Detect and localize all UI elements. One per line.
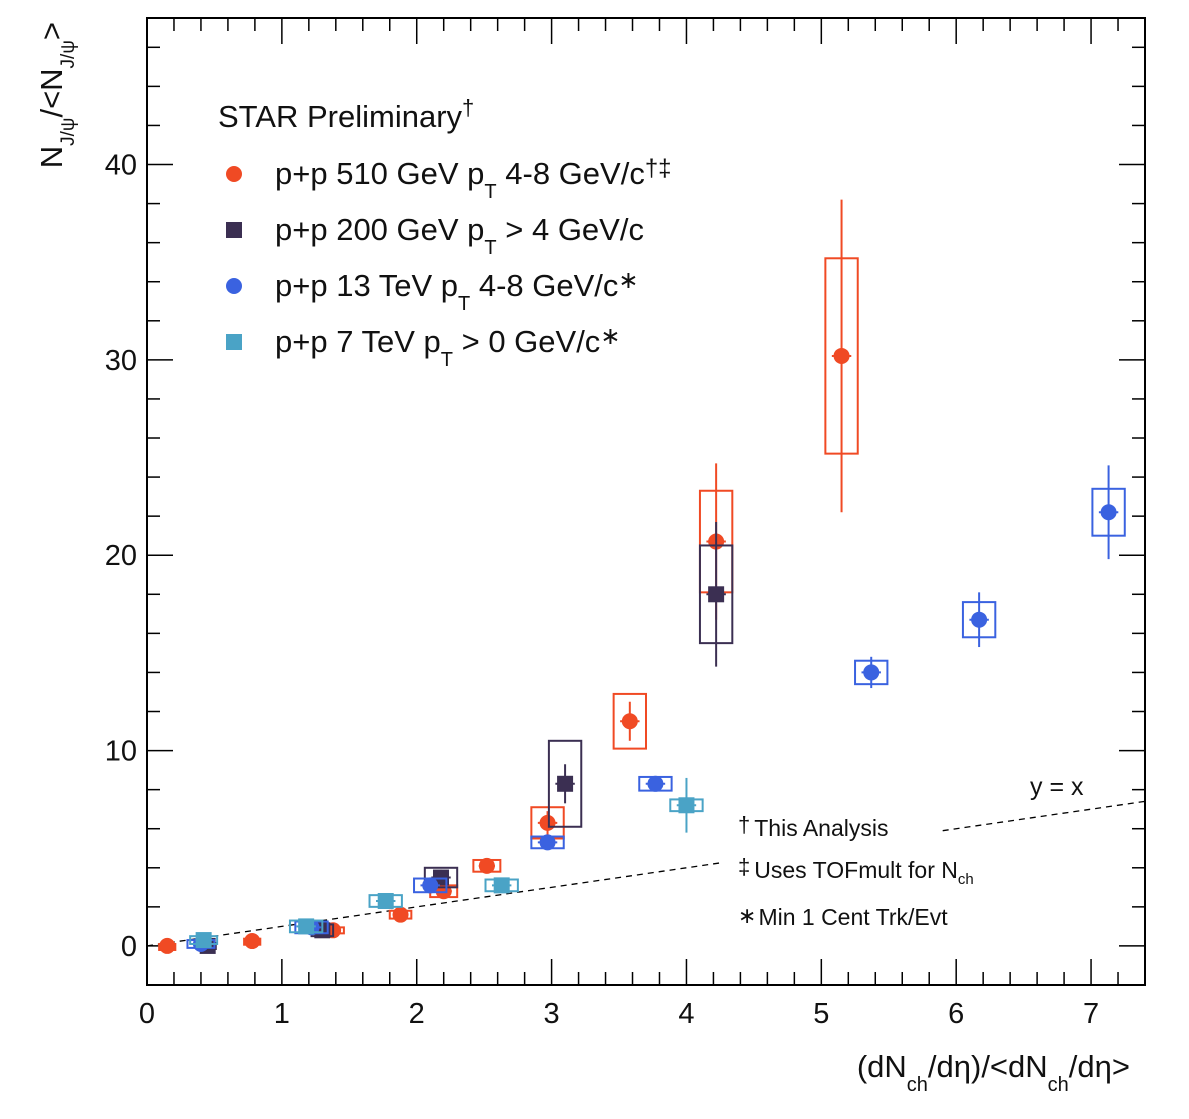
legend-marker [226,278,242,294]
systematic-box [698,544,734,645]
systematic-box [1091,487,1126,537]
data-points [158,199,1126,954]
legend-label: p+p 13 TeV pT 4-8 GeV/c∗ [275,267,639,315]
data-point [493,877,510,894]
systematic-box [854,659,889,686]
data-point [377,892,394,909]
y-axis-label: NJ/ψ/<NJ/ψ> [34,22,79,168]
reference-line-group: y = x [146,773,1146,947]
x-tick-label: 0 [139,998,155,1030]
notes: † This Analysis ‡ Uses TOFmult for Nch ∗Mi… [738,812,974,930]
systematic-box [961,601,997,639]
legend-label: p+p 200 GeV pT > 4 GeV/c [275,212,644,259]
x-tick-label: 4 [678,998,694,1030]
reference-line-y-equals-x-right [942,800,1146,832]
plot-frame [146,17,1146,986]
legend-marker [226,166,242,182]
data-point [159,937,176,954]
chart-header-text: STAR Preliminary [218,99,463,134]
note-sub: ch [958,871,974,888]
data-point [621,713,638,730]
series-pp13 [186,465,1126,952]
data-point [1100,504,1117,521]
x-tick-label: 5 [813,998,829,1030]
x-tick-label: 3 [544,998,560,1030]
reference-line-label: y = x [1030,773,1084,801]
note-tofmult: ‡ Uses TOFmult for Nch [738,854,974,888]
y-tick-label: 30 [105,345,137,377]
data-point [422,877,439,894]
note-symbol: ‡ [738,854,750,879]
axes: 0 1 2 3 4 5 6 7 0 10 20 30 40 [105,17,1146,1030]
note-symbol: † [738,812,750,837]
x-tick-label: 6 [948,998,964,1030]
data-point [833,347,850,364]
data-point [478,857,495,874]
data-point [392,906,409,923]
data-point [678,797,695,814]
legend-label: p+p 7 TeV pT > 0 GeV/c∗ [275,323,620,371]
series-pp200 [198,522,734,954]
note-symbol: ∗ [738,903,756,928]
systematic-box [612,692,648,750]
y-tick-label: 40 [105,150,137,182]
x-tick-label: 1 [274,998,290,1030]
x-axis-label: (dNch/dη)/<dNch/dη> [857,1049,1130,1096]
systematic-box [547,739,583,828]
y-tick-label: 20 [105,540,137,572]
data-point [863,664,880,681]
note-this-analysis: † This Analysis [738,812,888,841]
note-min-cent-trk: ∗Min 1 Cent Trk/Evt [738,903,948,930]
data-point [244,933,261,950]
note-text: Min 1 Cent Trk/Evt [758,904,948,930]
legend-marker [226,222,242,238]
data-point [539,834,556,851]
legend-entry-pp510: p+p 510 GeV pT 4-8 GeV/c†‡ [226,155,672,203]
data-point [298,918,315,935]
data-point [708,586,725,603]
systematic-box [824,257,859,455]
data-point [539,814,556,831]
data-point [971,611,988,628]
chart-header: STAR Preliminary† [218,95,474,134]
series-pp7 [189,777,704,949]
data-point [647,775,664,792]
legend-entry-pp7: p+p 7 TeV pT > 0 GeV/c∗ [226,323,620,371]
chart-header-sup: † [462,95,474,120]
legend-label: p+p 510 GeV pT 4-8 GeV/c†‡ [275,155,672,203]
legend-marker [226,334,242,350]
data-point [557,775,574,792]
reference-line-y-equals-x [146,862,721,947]
legend-entry-pp13: p+p 13 TeV pT 4-8 GeV/c∗ [226,267,639,315]
note-text: Uses TOFmult for N [754,857,958,883]
legend: p+p 510 GeV pT 4-8 GeV/c†‡ p+p 200 GeV pT… [226,155,672,371]
data-point [195,932,212,949]
y-tick-label: 10 [105,736,137,768]
legend-entry-pp200: p+p 200 GeV pT > 4 GeV/c [226,212,644,259]
series-pp510 [158,199,859,954]
note-text: This Analysis [754,815,888,841]
x-tick-label: 7 [1083,998,1099,1030]
x-tick-label: 2 [409,998,425,1030]
y-tick-label: 0 [121,931,137,963]
